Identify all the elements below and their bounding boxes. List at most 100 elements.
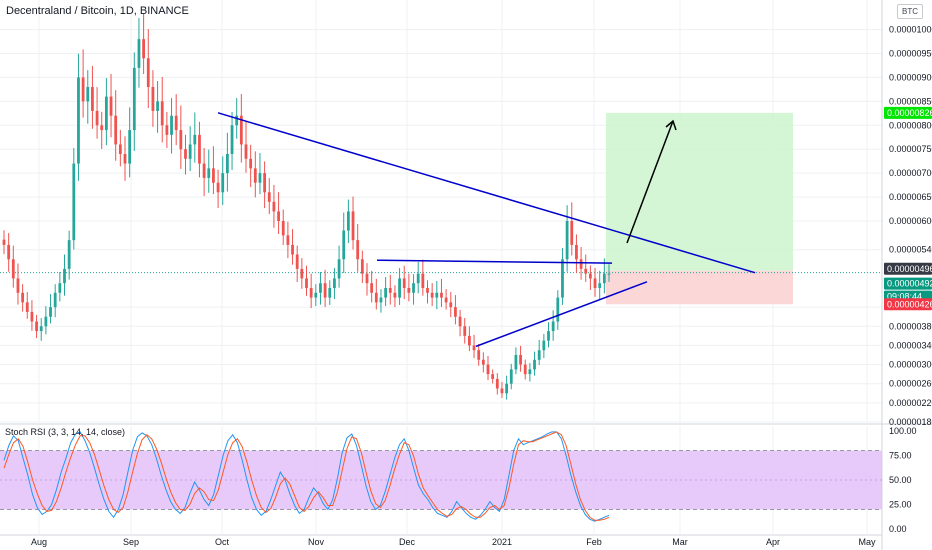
- candle-body: [2, 239, 6, 245]
- candle-body: [179, 130, 183, 150]
- candle-body: [100, 125, 104, 131]
- candle-body: [528, 369, 532, 375]
- stoch-tick-label: 50.00: [889, 475, 912, 485]
- candle-body: [486, 364, 490, 375]
- candle-body: [579, 259, 583, 269]
- candle-body: [216, 182, 220, 193]
- candle-body: [551, 321, 555, 332]
- chart-title: Decentraland / Bitcoin, 1D, BINANCE: [6, 5, 189, 17]
- stoch-k-line: [3, 431, 610, 522]
- time-tick-label: Apr: [766, 537, 780, 547]
- candle-body: [160, 101, 164, 126]
- candle-body: [286, 235, 290, 245]
- price-tick-label: 0.00000650: [889, 192, 932, 202]
- price-tick-label: 0.00000750: [889, 144, 932, 154]
- time-tick-label: Dec: [399, 537, 416, 547]
- candle-body: [170, 115, 173, 135]
- candle-body: [137, 39, 141, 68]
- current-badge-bg: [884, 277, 932, 290]
- candle-body: [519, 355, 522, 365]
- candle-body: [49, 307, 52, 317]
- candle-body: [523, 364, 527, 375]
- currency-button[interactable]: BTC: [897, 4, 923, 19]
- horizontal-resistance-line[interactable]: [376, 259, 613, 264]
- price-tick-label: 0.00000540: [889, 245, 932, 255]
- candle-body: [221, 173, 225, 193]
- candle-body: [440, 292, 443, 298]
- price-tick-label: 0.00000300: [889, 360, 932, 370]
- candle-body: [356, 240, 360, 260]
- candle-body: [477, 350, 481, 360]
- candle-body: [374, 292, 378, 303]
- descending-trendline[interactable]: [217, 112, 756, 274]
- target-arrow-head[interactable]: [665, 119, 677, 131]
- price-tick-label: 0.00000950: [889, 49, 932, 59]
- time-tick-label: Nov: [308, 537, 325, 547]
- position-zones: [0, 112, 882, 305]
- candle-body: [188, 144, 192, 159]
- price-tick-label: 0.00000600: [889, 216, 932, 226]
- candle-body: [319, 283, 322, 293]
- candle-body: [449, 302, 453, 308]
- price-tick-label: 0.00000850: [889, 96, 932, 106]
- candle-body: [309, 288, 313, 298]
- candle-body: [342, 230, 346, 260]
- candle-body: [225, 154, 229, 174]
- target-zone: [606, 112, 793, 271]
- stop-zone: [606, 270, 793, 305]
- drawings[interactable]: [217, 112, 756, 348]
- candle-body: [39, 326, 43, 332]
- candle-body: [402, 278, 406, 288]
- candle-body: [77, 77, 80, 164]
- candle-body: [412, 283, 415, 293]
- candle-body: [430, 292, 434, 298]
- candle-body: [128, 130, 132, 164]
- candle-body: [337, 259, 341, 279]
- candle-body: [53, 292, 57, 308]
- candle-body: [602, 273, 606, 284]
- candle-body: [584, 268, 588, 274]
- candle-body: [104, 96, 108, 131]
- candle-body: [444, 297, 448, 303]
- price-tick-label: 0.00000260: [889, 379, 932, 389]
- stoch-tick-label: 25.00: [889, 500, 912, 510]
- candle-body: [593, 278, 597, 288]
- candle-body: [114, 115, 118, 145]
- candle-body: [156, 101, 159, 111]
- candle-body: [607, 273, 611, 275]
- axes: 0.00001000 0.00000950 0.00000900 0.00000850…: [31, 25, 932, 547]
- candle-body: [351, 211, 355, 241]
- candle-body: [207, 168, 211, 178]
- stoch-rsi-lines: [3, 431, 610, 522]
- candle-body: [323, 283, 327, 298]
- candle-body: [253, 168, 257, 183]
- candle-body: [467, 335, 471, 346]
- candle-body: [295, 254, 299, 269]
- stoch-d-line: [3, 431, 610, 521]
- candle-body: [193, 134, 197, 145]
- candle-body: [212, 168, 215, 183]
- candle-body: [416, 273, 420, 284]
- candle-body: [184, 149, 187, 159]
- candle-body: [95, 110, 99, 126]
- candle-body: [21, 292, 25, 303]
- stop-badge-bg: [884, 298, 932, 311]
- candle-body: [365, 273, 369, 284]
- time-tick-label: Mar: [672, 537, 688, 547]
- time-tick-label: Oct: [215, 537, 230, 547]
- candle-body: [16, 278, 20, 293]
- candle-body: [35, 321, 38, 332]
- current-badge: 0.00000492: [887, 279, 932, 289]
- candle-body: [67, 240, 71, 269]
- candle-body: [118, 144, 122, 154]
- target-arrow-shaft[interactable]: [626, 120, 674, 244]
- ascending-support-line[interactable]: [475, 281, 648, 348]
- candle-body: [333, 278, 336, 288]
- price-tick-label: 0.00000900: [889, 72, 932, 82]
- candle-body: [272, 201, 276, 212]
- stoch-rsi-band: [0, 450, 882, 510]
- candle-body: [202, 163, 206, 178]
- price-badges: 0.000008260.000004960.0000049209:08:440.…: [884, 106, 932, 311]
- stoch-tick-label: 75.00: [889, 450, 912, 460]
